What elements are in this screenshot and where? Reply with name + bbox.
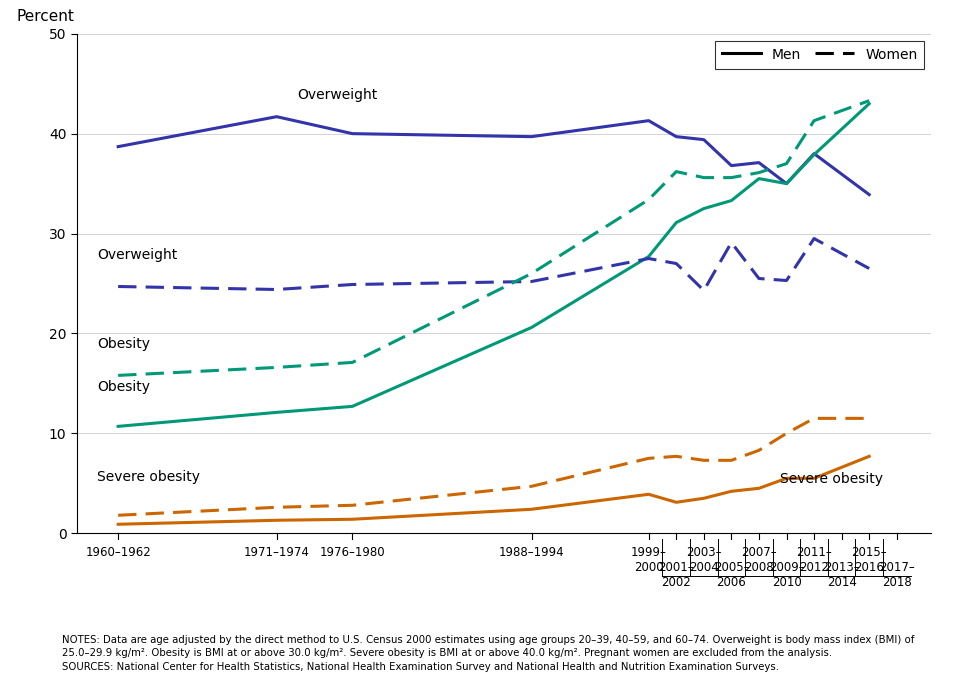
Text: Percent: Percent (17, 9, 75, 24)
Text: 1988–1994: 1988–1994 (499, 546, 564, 559)
Text: NOTES: Data are age adjusted by the direct method to U.S. Census 2000 estimates : NOTES: Data are age adjusted by the dire… (62, 635, 915, 672)
Text: 1960–1962: 1960–1962 (85, 546, 151, 559)
Text: Obesity: Obesity (98, 338, 151, 352)
Text: 2013–
2014: 2013– 2014 (824, 561, 859, 589)
Text: 2011–
2012: 2011– 2012 (796, 546, 832, 574)
Text: Obesity: Obesity (98, 381, 151, 394)
Text: 1971–1974: 1971–1974 (244, 546, 309, 559)
Text: 2001–
2002: 2001– 2002 (659, 561, 694, 589)
Text: Severe obesity: Severe obesity (98, 470, 201, 484)
Text: 2003–
2004: 2003– 2004 (686, 546, 722, 574)
Legend: Men, Women: Men, Women (715, 40, 924, 69)
Text: Overweight: Overweight (298, 88, 377, 102)
Text: Overweight: Overweight (98, 248, 178, 261)
Text: 2007–
2008: 2007– 2008 (741, 546, 777, 574)
Text: 2005–
2006: 2005– 2006 (713, 561, 749, 589)
Text: 2009–
2010: 2009– 2010 (769, 561, 804, 589)
Text: 1976–1980: 1976–1980 (320, 546, 385, 559)
Text: Severe obesity: Severe obesity (780, 472, 882, 486)
Text: 1999–
2000: 1999– 2000 (631, 546, 666, 574)
Text: 2015–
2016: 2015– 2016 (852, 546, 887, 574)
Text: 2017–
2018: 2017– 2018 (878, 561, 915, 589)
